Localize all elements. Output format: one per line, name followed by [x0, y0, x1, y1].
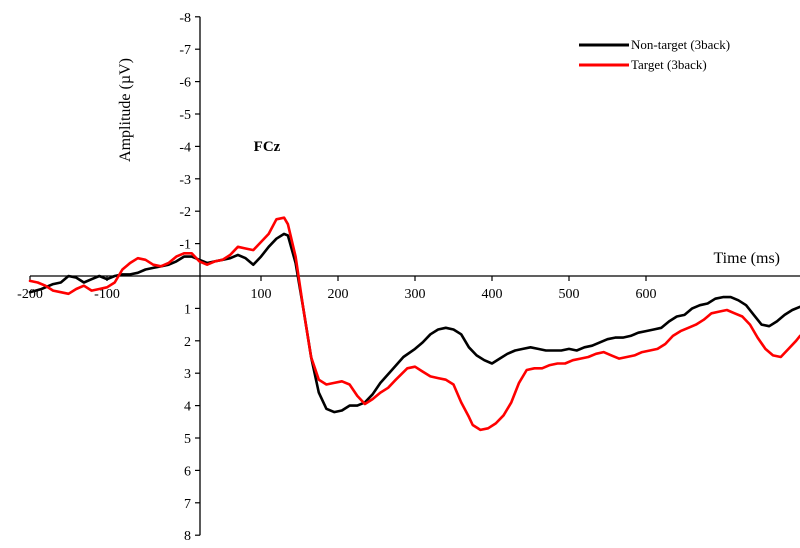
- y-tick-label: 2: [184, 335, 191, 350]
- y-tick-label: -4: [179, 140, 191, 155]
- y-tick-label: 7: [184, 497, 191, 512]
- y-tick-label: -1: [179, 238, 191, 253]
- y-axis-title: Amplitude (µV): [117, 58, 134, 162]
- y-tick-label: -8: [179, 11, 191, 26]
- y-tick-label: -2: [179, 205, 191, 220]
- y-tick-label: -7: [179, 43, 191, 58]
- y-tick-label: -6: [179, 76, 191, 91]
- x-axis-title: Time (ms): [713, 250, 780, 267]
- legend-label-non-target: Non-target (3back): [631, 37, 730, 52]
- y-tick-label: 5: [184, 432, 191, 447]
- x-tick-label: 200: [328, 287, 349, 302]
- x-tick-label: 300: [405, 287, 426, 302]
- series-line-target: [28, 216, 800, 432]
- x-tick-label: 600: [636, 287, 657, 302]
- x-tick-label: 100: [251, 287, 272, 302]
- legend-label-target: Target (3back): [631, 57, 707, 72]
- y-tick-label: -5: [179, 108, 191, 123]
- x-tick-label: 500: [559, 287, 580, 302]
- x-tick-label: 400: [482, 287, 503, 302]
- electrode-label: FCz: [254, 139, 281, 155]
- axes: -200 -100 100 200 300 400 500 600 -8-7-6-5-4-3-…: [17, 11, 800, 544]
- series-layer: [28, 216, 800, 432]
- y-tick-label: -3: [179, 173, 191, 188]
- y-tick-label: 3: [184, 367, 191, 382]
- x-ticks: -200 -100 100 200 300 400 500 600: [17, 276, 657, 302]
- y-tick-label: 4: [184, 400, 191, 415]
- y-ticks: -8 -7 -6 -5 -4 -3 -2 -1 1 2 3 4 5 6 7 8: [179, 11, 200, 544]
- x-tick-label: -100: [94, 287, 120, 302]
- legend: Non-target (3back) Target (3back): [579, 37, 730, 72]
- y-tick-label: 1: [184, 302, 191, 317]
- y-tick-label: 8: [184, 529, 191, 544]
- y-tick-label: 6: [184, 464, 191, 479]
